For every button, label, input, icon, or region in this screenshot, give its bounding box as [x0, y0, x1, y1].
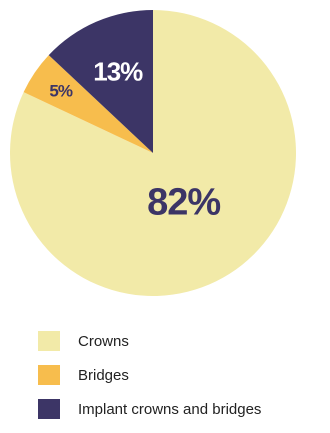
legend-label-crowns: Crowns [78, 332, 129, 350]
pie-slice-crowns [9, 10, 296, 296]
pie-chart: 82% 5% 13% [9, 10, 296, 296]
pie-slice-bridges [23, 55, 153, 153]
legend: Crowns Bridges Implant crowns and bridge… [38, 331, 261, 433]
legend-label-bridges: Bridges [78, 366, 129, 384]
slice-label-bridges: 5% [49, 81, 72, 100]
legend-label-implant-crowns-and-bridges: Implant crowns and bridges [78, 400, 262, 418]
slice-label-crowns: 82% [147, 181, 220, 223]
slice-label-implant-crowns-and-bridges: 13% [93, 57, 143, 87]
legend-swatch-implant-crowns-and-bridges [38, 399, 60, 419]
legend-item-bridges: Bridges [38, 365, 261, 385]
legend-item-implant-crowns-and-bridges: Implant crowns and bridges [38, 399, 261, 419]
legend-swatch-crowns [38, 331, 60, 351]
legend-swatch-bridges [38, 365, 60, 385]
pie-slice-implant-crowns-and-bridges [48, 10, 154, 153]
legend-item-crowns: Crowns [38, 331, 261, 351]
